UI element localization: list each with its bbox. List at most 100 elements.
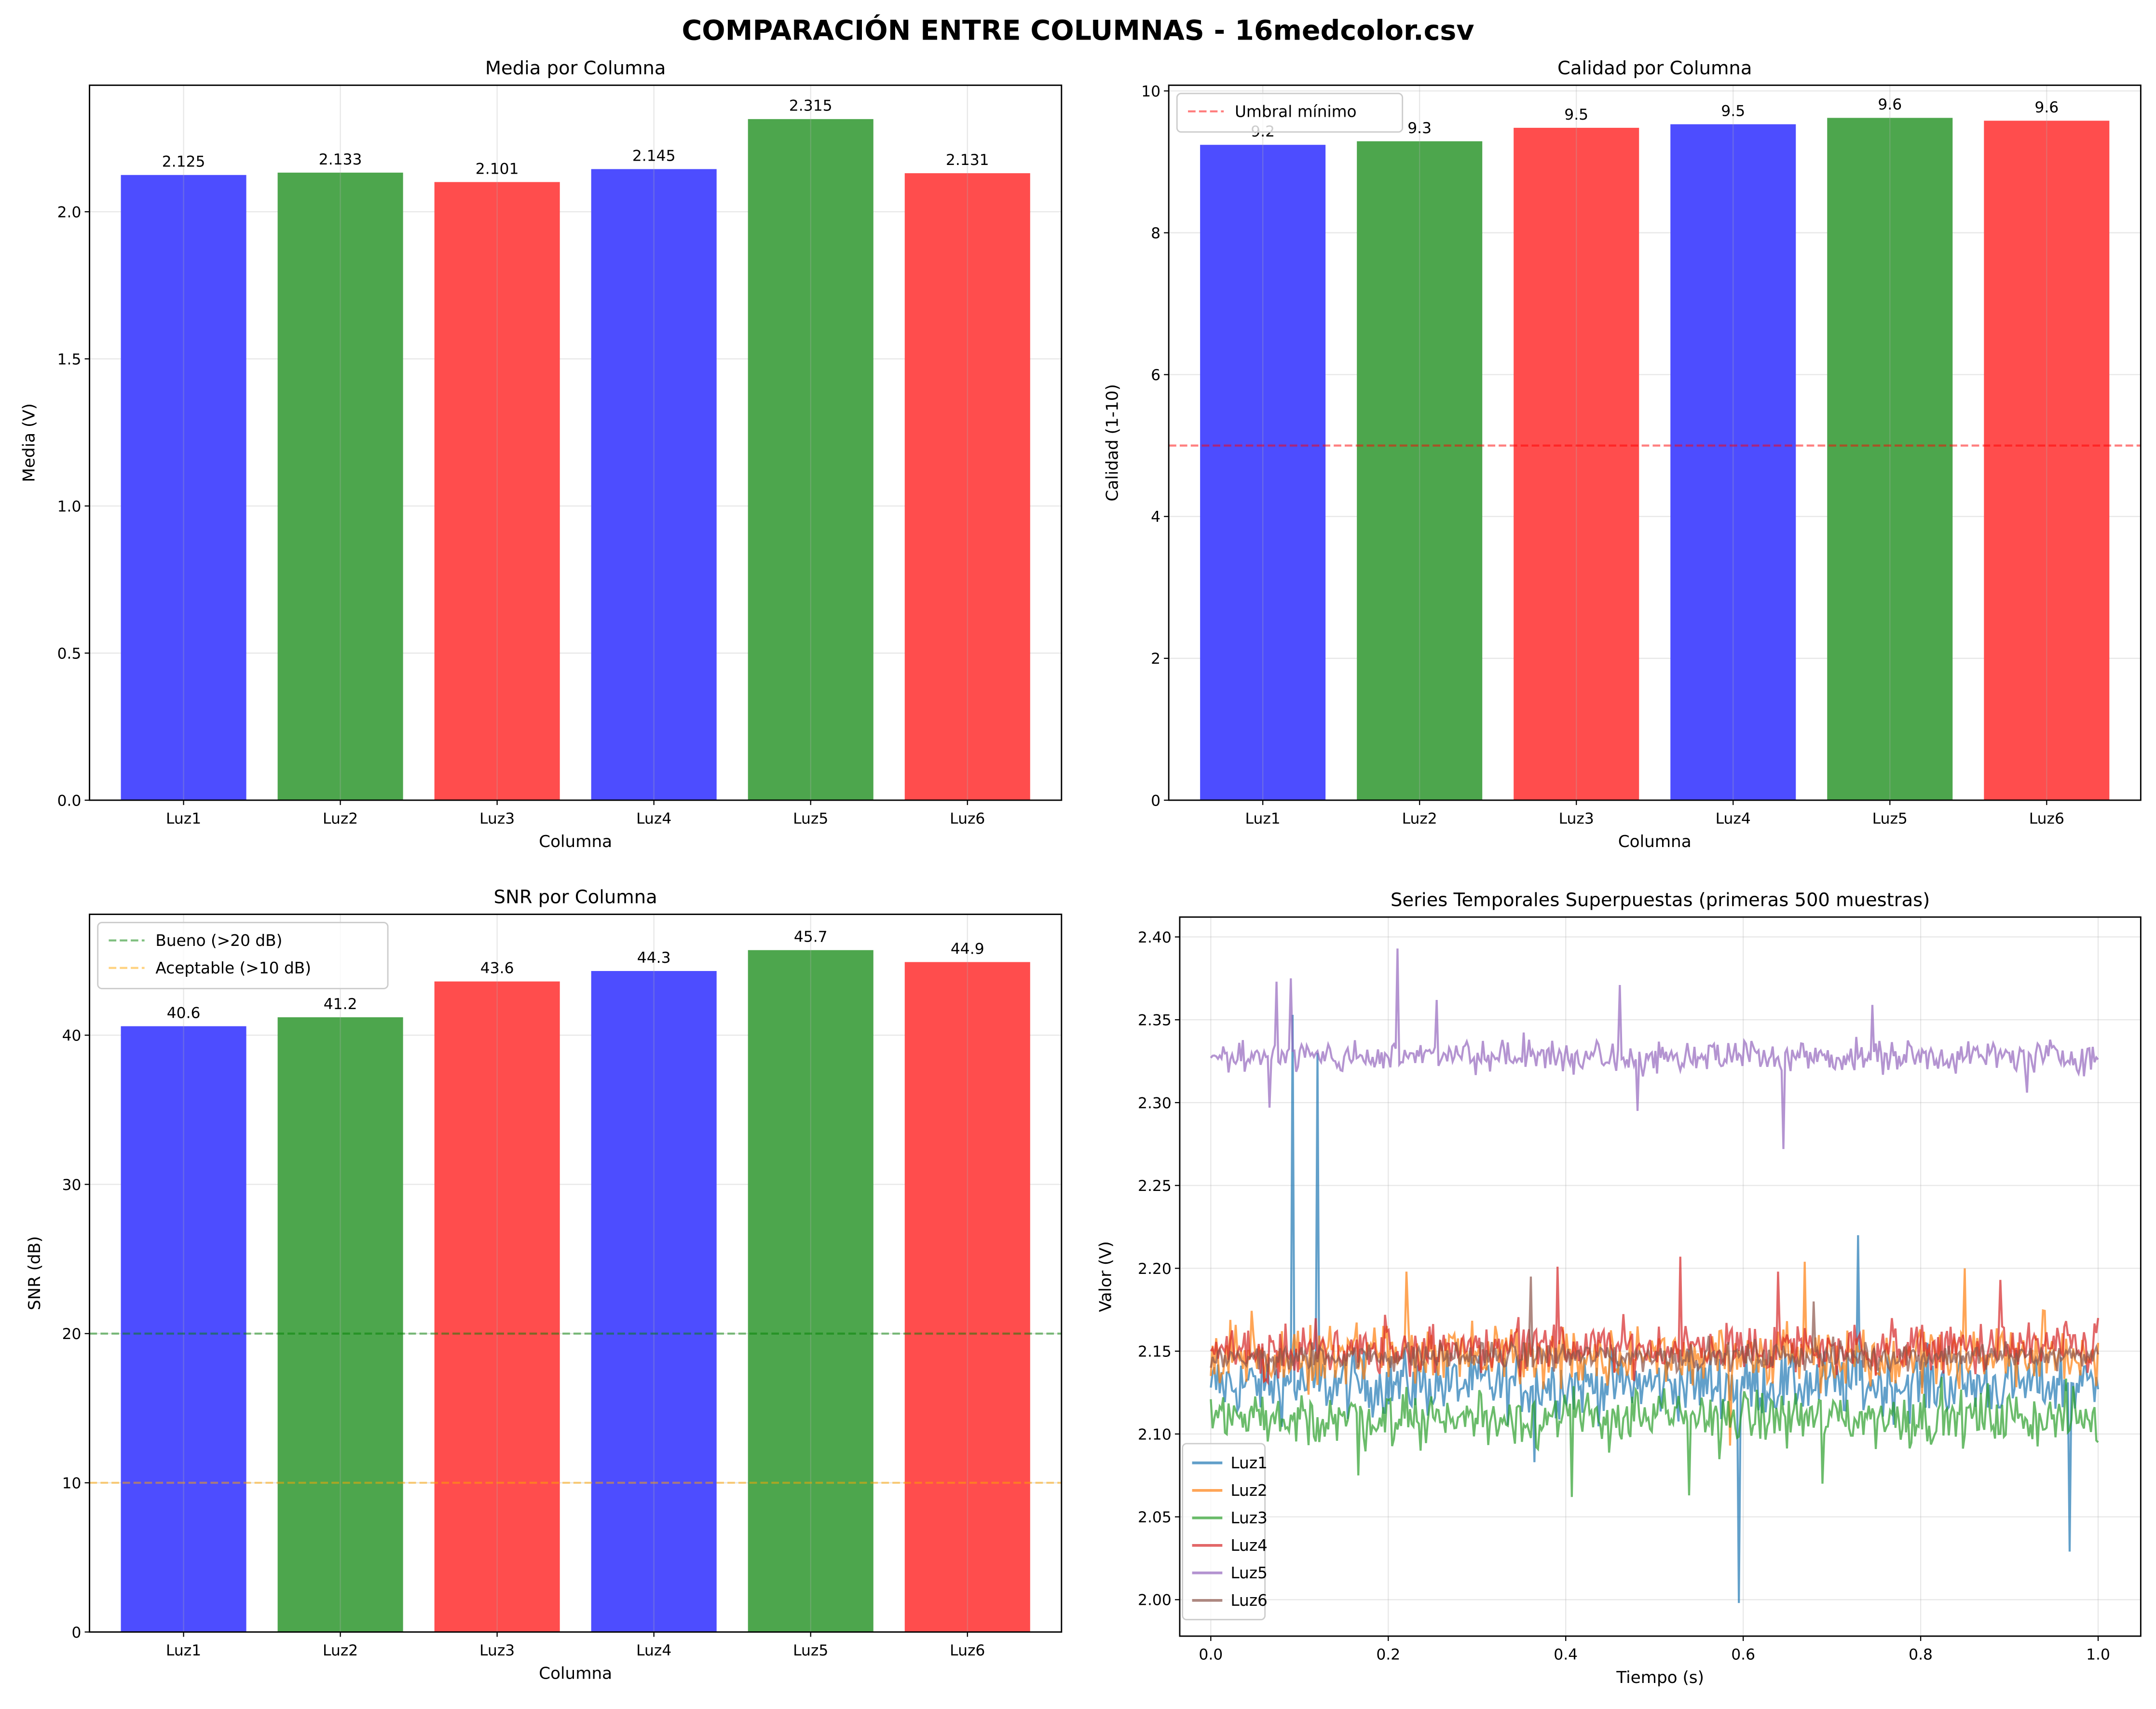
bar-value-label: 2.131 [946, 151, 989, 169]
bar-value-label: 2.101 [476, 160, 519, 178]
y-tick-label: 30 [62, 1176, 82, 1194]
bar-luz4 [591, 971, 717, 1632]
legend-label: Luz1 [1230, 1454, 1268, 1472]
subplot-3: SNR por Columna 0 10 20 30 40 Luz1 Luz2 Luz3 Luz4… [25, 887, 1063, 1683]
x-axis-label: Columna [1618, 832, 1692, 851]
bar-luz6 [904, 173, 1030, 800]
y-tick-label: 2.30 [1138, 1094, 1172, 1112]
series-line-luz5 [1210, 948, 2099, 1149]
bar-luz3 [434, 182, 560, 800]
x-tick-label: Luz4 [1716, 810, 1751, 827]
bar-value-label: 2.133 [319, 151, 362, 168]
legend-box [97, 922, 389, 989]
bar-luz6 [1984, 121, 2110, 800]
bar-luz6 [904, 962, 1030, 1632]
x-tick-label: 0.4 [1554, 1646, 1578, 1663]
x-tick-label: 0.8 [1909, 1646, 1933, 1663]
x-tick-label: Luz3 [479, 810, 515, 827]
x-tick-label: 0.6 [1731, 1646, 1755, 1663]
bar-value-label: 40.6 [167, 1004, 201, 1022]
bar-value-label: 9.6 [1878, 96, 1902, 113]
y-tick-label: 20 [62, 1326, 82, 1343]
y-axis-label: SNR (dB) [25, 1236, 44, 1311]
bar-value-label: 45.7 [794, 929, 828, 946]
x-tick-label: 0.2 [1376, 1646, 1400, 1663]
legend: Luz1 Luz2 Luz3 Luz4 Luz5 Luz6 [1182, 1443, 1268, 1621]
y-tick-label: 2.00 [1138, 1592, 1172, 1609]
bar-value-label: 44.3 [637, 949, 671, 967]
x-axis-label: Columna [539, 832, 612, 851]
x-tick-label: Luz5 [1872, 810, 1908, 827]
y-tick-label: 2.15 [1138, 1343, 1172, 1361]
subplot-title: Series Temporales Superpuestas (primeras… [1391, 889, 1930, 911]
legend-label: Umbral mínimo [1235, 102, 1357, 121]
x-tick-label: Luz1 [1245, 810, 1281, 827]
bar-luz4 [1670, 124, 1796, 800]
bar-value-label: 44.9 [951, 940, 984, 957]
x-axis-label: Columna [539, 1664, 612, 1683]
axes-frame [1168, 84, 2142, 801]
x-tick-label: Luz3 [1559, 810, 1594, 827]
y-tick-label: 1.0 [57, 498, 82, 515]
y-tick-label: 0.0 [57, 792, 82, 809]
legend: Bueno (>20 dB) Aceptable (>10 dB) [97, 922, 389, 989]
x-tick-label: Luz1 [166, 1642, 201, 1659]
legend-label: Luz2 [1230, 1481, 1268, 1500]
x-tick-label: Luz3 [479, 1642, 515, 1659]
y-tick-label: 10 [62, 1475, 82, 1492]
legend-box [1176, 93, 1404, 133]
bar-value-label: 2.315 [789, 97, 832, 115]
x-tick-label: Luz2 [323, 810, 358, 827]
series-line-luz6 [1210, 1276, 2100, 1375]
subplot-4: Series Temporales Superpuestas (primeras… [1096, 889, 2142, 1687]
y-axis-label: Media (V) [20, 403, 39, 482]
y-tick-label: 2.25 [1138, 1177, 1172, 1195]
x-tick-label: Luz5 [793, 1642, 828, 1659]
legend-label: Aceptable (>10 dB) [155, 959, 311, 977]
subplot-2: Calidad por Columna 0 2 4 6 8 10 Luz1 Luz2 Luz3 Lu… [1103, 57, 2142, 851]
x-tick-label: 1.0 [2086, 1646, 2110, 1663]
y-tick-label: 1.5 [57, 351, 82, 368]
legend-label: Luz5 [1230, 1564, 1268, 1582]
y-tick-label: 0.5 [57, 645, 82, 662]
bar-luz2 [277, 1017, 403, 1632]
bar-luz1 [121, 1026, 246, 1632]
y-tick-label: 2.05 [1138, 1509, 1172, 1526]
x-tick-label: Luz5 [793, 810, 828, 827]
y-tick-label: 0 [1151, 792, 1160, 809]
y-tick-label: 0 [72, 1624, 82, 1641]
bar-luz5 [748, 119, 873, 800]
axes-frame [1179, 916, 2142, 1637]
axes-frame [89, 914, 1063, 1633]
series-line-luz1 [1210, 1014, 2100, 1603]
bar-luz2 [277, 172, 403, 800]
y-tick-label: 8 [1151, 225, 1160, 242]
y-tick-label: 2.10 [1138, 1426, 1172, 1443]
y-axis-label: Valor (V) [1096, 1241, 1115, 1312]
bar-value-label: 43.6 [480, 960, 514, 977]
y-tick-label: 2.35 [1138, 1012, 1172, 1029]
x-tick-label: Luz4 [636, 1642, 671, 1659]
bar-value-label: 9.5 [1721, 102, 1745, 120]
subplot-title: Calidad por Columna [1557, 57, 1752, 79]
legend-box [1182, 1443, 1266, 1621]
y-tick-label: 40 [62, 1027, 82, 1044]
series-line-luz3 [1210, 1377, 2099, 1497]
y-tick-label: 6 [1151, 367, 1160, 384]
bar-luz2 [1357, 141, 1483, 800]
legend-label: Luz4 [1230, 1536, 1268, 1555]
figure-title: COMPARACIÓN ENTRE COLUMNAS - 16medcolor.… [682, 14, 1474, 47]
x-tick-label: 0.0 [1199, 1646, 1223, 1663]
y-tick-label: 2.40 [1138, 929, 1172, 946]
subplot-1: Media por Columna 0.0 0.5 1.0 1.5 2.0 Luz1 Luz2… [20, 57, 1063, 851]
bar-value-label: 9.6 [2034, 99, 2059, 116]
bar-luz3 [1514, 127, 1639, 800]
y-tick-label: 2.0 [57, 204, 82, 221]
legend-label: Luz6 [1230, 1591, 1268, 1610]
y-tick-label: 4 [1151, 508, 1160, 526]
bar-value-label: 9.3 [1407, 120, 1432, 137]
bar-value-label: 41.2 [324, 996, 357, 1013]
x-tick-label: Luz4 [636, 810, 671, 827]
legend: Umbral mínimo [1176, 93, 1404, 133]
